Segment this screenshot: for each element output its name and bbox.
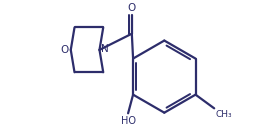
Text: O: O: [60, 45, 68, 55]
Text: O: O: [128, 3, 136, 13]
Text: HO: HO: [121, 116, 136, 126]
Text: CH₃: CH₃: [215, 110, 232, 119]
Text: N: N: [102, 44, 109, 54]
